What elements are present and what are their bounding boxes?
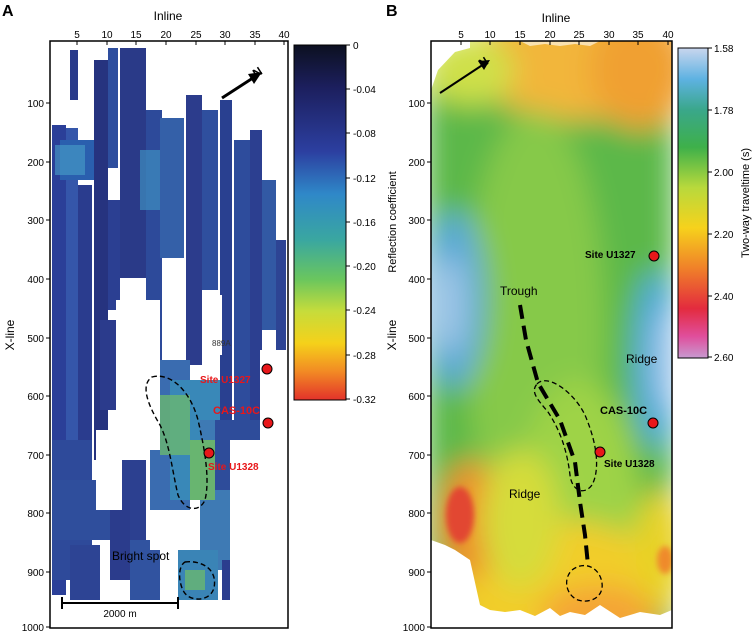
panel-b-inline-tick: 10 <box>484 30 496 41</box>
panel-a-inline-tick: 40 <box>278 30 290 41</box>
panel-b-inline-tick: 5 <box>458 30 464 41</box>
panel-a-inline-axis: 5 10 15 20 25 30 35 40 <box>74 30 290 45</box>
panel-a-bright-spot-label: Bright spot <box>112 549 170 563</box>
panel-a-xline-tick: 800 <box>27 509 44 520</box>
panel-a-xline-tick: 700 <box>27 451 44 462</box>
panel-b-colorbar-title: Two-way traveltime (s) <box>740 148 752 258</box>
panel-b-site-u1328-label: Site U1328 <box>604 459 655 470</box>
panel-a-889a-label: 889A <box>212 339 231 348</box>
panel-b-inline-tick: 20 <box>544 30 556 41</box>
panel-a-colorbar-tick: -0.08 <box>353 129 376 140</box>
panel-b-cas-10c-label: CAS-10C <box>600 405 647 417</box>
panel-a-xline-tick: 100 <box>27 99 44 110</box>
panel-b-inline-tick: 35 <box>632 30 644 41</box>
panel-b-site-u1327-marker <box>648 250 660 262</box>
panel-a-north-arrow-icon: N <box>221 64 265 100</box>
panel-b-inline-tick: 30 <box>603 30 615 41</box>
panel-a: A Inline X-line <box>2 3 399 633</box>
panel-b-trough-axis <box>518 304 590 566</box>
panel-b-bright-spot-outline <box>533 380 598 492</box>
panel-b-xline-tick: 100 <box>408 99 425 110</box>
panel-b-letter: B <box>386 3 398 20</box>
panel-a-scale-bar-label: 2000 m <box>103 609 136 620</box>
panel-a-seep-outline <box>178 561 216 600</box>
panel-b-site-u1328-marker <box>594 446 606 458</box>
panel-b-xline-tick: 300 <box>408 216 425 227</box>
panel-b-ridge-right-label: Ridge <box>626 352 658 366</box>
panel-b: B Inline X-line <box>385 3 752 633</box>
panel-a-site-u1327-marker <box>261 363 273 375</box>
panel-a-cas-10c-label: CAS-10C <box>213 405 260 417</box>
panel-a-colorbar-tick: -0.12 <box>353 174 376 185</box>
panel-a-site-u1328-marker <box>203 447 215 459</box>
panel-b-cas-10c-marker <box>647 417 659 429</box>
panel-a-colorbar-tick: 0 <box>353 41 359 52</box>
panel-a-inline-tick: 5 <box>74 30 80 41</box>
panel-b-frame <box>430 40 673 629</box>
panel-b-trough-label: Trough <box>500 284 538 298</box>
panel-b-inline-tick: 25 <box>573 30 585 41</box>
panel-b-colorbar-tick: 2.20 <box>714 230 734 241</box>
panel-b-colorbar-ticks: 1.58 1.78 2.00 2.20 2.40 2.60 <box>708 44 734 364</box>
panel-a-letter: A <box>2 3 14 20</box>
panel-a-colorbar-tick: -0.24 <box>353 306 376 317</box>
panel-b-colorbar: 1.58 1.78 2.00 2.20 2.40 2.60 Two-way tr… <box>677 44 752 364</box>
panel-a-inline-tick: 10 <box>101 30 113 41</box>
panel-a-xline-axis: 100 200 300 400 500 600 700 800 900 1000 <box>22 99 50 633</box>
panel-a-inline-tick: 15 <box>130 30 142 41</box>
panel-b-xline-tick: 200 <box>408 158 425 169</box>
panel-b-traveltime-map <box>431 41 672 628</box>
panel-a-bright-spot-outline <box>145 375 208 510</box>
panel-b-ridge-left-label: Ridge <box>509 487 541 501</box>
panel-a-site-u1328-label: Site U1328 <box>208 462 259 473</box>
panel-b-xline-tick: 700 <box>408 451 425 462</box>
panel-a-colorbar-tick: -0.28 <box>353 351 376 362</box>
panel-a-colorbar: 0 -0.04 -0.08 -0.12 -0.16 -0.20 -0.24 -0… <box>293 41 399 406</box>
panel-a-colorbar-tick: -0.32 <box>353 395 376 406</box>
panel-a-inline-tick: 35 <box>249 30 261 41</box>
panel-a-colorbar-title: Reflection coefficient <box>387 171 399 272</box>
panel-a-xline-tick: 900 <box>27 568 44 579</box>
panel-a-scale-bar: 2000 m <box>61 597 179 620</box>
panel-a-inline-tick: 30 <box>219 30 231 41</box>
panel-a-colorbar-tick: -0.16 <box>353 218 376 229</box>
panel-a-xline-tick: 400 <box>27 275 44 286</box>
panel-a-colorbar-tick: -0.20 <box>353 262 376 273</box>
panel-a-colorbar-ticks: 0 -0.04 -0.08 -0.12 -0.16 -0.20 -0.24 -0… <box>346 41 376 406</box>
panel-b-colorbar-tick: 1.58 <box>714 44 734 55</box>
panel-a-xline-tick: 1000 <box>22 623 45 633</box>
panel-b-colorbar-tick: 1.78 <box>714 106 734 117</box>
panel-b-colorbar-tick: 2.00 <box>714 168 734 179</box>
panel-a-seismic-amplitude-map <box>52 48 288 628</box>
panel-a-site-u1327-label: Site U1327 <box>200 375 251 386</box>
panel-b-inline-axis: 5 10 15 20 25 30 35 40 <box>458 30 674 45</box>
panel-a-xline-tick: 300 <box>27 216 44 227</box>
panel-b-xline-tick: 400 <box>408 275 425 286</box>
panel-a-xline-tick: 600 <box>27 392 44 403</box>
panel-b-xline-axis: 100 200 300 400 500 600 700 800 900 1000 <box>403 99 431 633</box>
panel-a-cas-10c-marker <box>262 417 274 429</box>
panel-a-inline-tick: 20 <box>160 30 172 41</box>
panel-b-xline-tick: 800 <box>408 509 425 520</box>
panel-b-ylabel: X-line <box>385 319 399 350</box>
panel-a-xline-tick: 500 <box>27 334 44 345</box>
panel-b-xline-tick: 500 <box>408 334 425 345</box>
panel-a-xline-tick: 200 <box>27 158 44 169</box>
panel-b-xline-tick: 1000 <box>403 623 426 633</box>
panel-b-inline-tick: 15 <box>514 30 526 41</box>
panel-b-colorbar-tick: 2.40 <box>714 292 734 303</box>
panel-a-frame <box>49 40 289 629</box>
panel-b-inline-tick: 40 <box>662 30 674 41</box>
panel-b-xlabel: Inline <box>542 11 571 25</box>
panel-b-seep-outline <box>565 565 603 602</box>
panel-a-xlabel: Inline <box>154 9 183 23</box>
panel-a-ylabel: X-line <box>3 319 17 350</box>
panel-b-colorbar-tick: 2.60 <box>714 353 734 364</box>
panel-a-inline-tick: 25 <box>190 30 202 41</box>
panel-a-colorbar-tick: -0.04 <box>353 85 376 96</box>
panel-b-xline-tick: 600 <box>408 392 425 403</box>
panel-b-xline-tick: 900 <box>408 568 425 579</box>
panel-b-site-u1327-label: Site U1327 <box>585 250 636 261</box>
